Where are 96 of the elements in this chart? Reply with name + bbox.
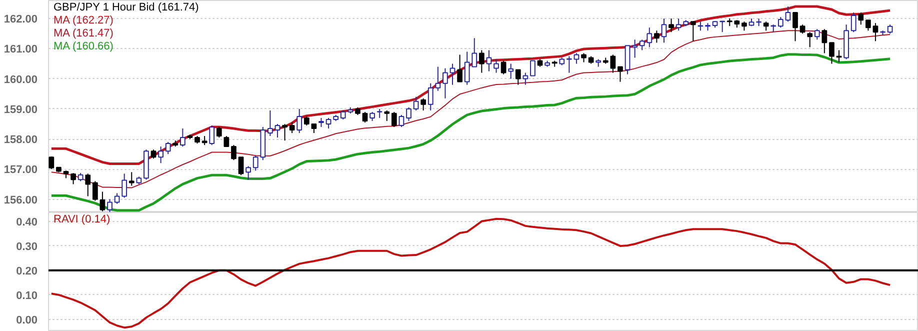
candlestick: [822, 28, 828, 54]
candlestick: [435, 66, 441, 92]
candlestick: [676, 18, 682, 32]
candlestick: [478, 50, 484, 74]
y-tick-label: 160.00: [4, 74, 38, 86]
text: MA (161.47): [54, 28, 114, 40]
candlestick: [384, 110, 390, 122]
candlestick: [209, 124, 215, 146]
y-tick-label: 0.30: [16, 240, 38, 253]
candlestick: [216, 126, 222, 138]
candlestick: [661, 18, 667, 44]
candlestick: [457, 54, 462, 82]
candlestick: [800, 24, 806, 34]
candlestick: [238, 156, 244, 176]
candlestick: [872, 22, 878, 42]
candlestick: [180, 128, 186, 148]
candlestick: [114, 192, 120, 204]
chart-title: GBP/JPY 1 Hour Bid (161.74): [54, 2, 199, 14]
y-tick-label: 162.00: [4, 14, 38, 26]
candlestick: [70, 172, 76, 185]
candlestick: [807, 32, 813, 48]
candlestick: [778, 16, 784, 28]
candlestick: [318, 117, 324, 128]
candlestick: [150, 149, 156, 160]
candlestick: [85, 173, 91, 197]
candlestick: [581, 52, 586, 63]
candlestick: [326, 117, 332, 129]
candlestick: [268, 110, 273, 137]
candlestick: [763, 21, 769, 32]
y-tick-label: 161.00: [4, 44, 38, 56]
candlestick: [246, 166, 252, 180]
y-tick-label: 0.00: [16, 314, 38, 326]
y-tick-label: 0.20: [16, 265, 38, 278]
candlestick: [304, 116, 310, 126]
candlestick: [442, 68, 448, 99]
candlestick: [100, 191, 106, 212]
candlestick: [231, 144, 236, 161]
candlestick: [391, 111, 397, 128]
candlestick: [289, 122, 295, 134]
y-tick-label: 0.40: [16, 216, 38, 229]
candlestick: [690, 21, 696, 42]
candlestick: [340, 110, 346, 120]
candlestick: [515, 69, 521, 86]
text: MA (160.66): [54, 40, 114, 52]
candlestick: [500, 60, 506, 75]
candlestick: [785, 6, 791, 22]
candlestick: [742, 21, 747, 32]
candlestick: [202, 136, 208, 146]
candlestick: [128, 172, 134, 186]
candlestick: [428, 82, 434, 111]
candlestick: [858, 12, 864, 26]
text: RAVI (0.14): [54, 214, 110, 226]
candlestick: [865, 20, 871, 32]
candlestick: [850, 12, 856, 33]
y-tick-label: 157.00: [4, 164, 38, 176]
candlestick: [92, 180, 98, 202]
candlestick: [406, 106, 412, 122]
candlestick: [829, 42, 834, 64]
candlestick: [296, 108, 302, 134]
candlestick: [574, 52, 580, 64]
candlestick: [836, 50, 842, 63]
candlestick: [450, 63, 456, 86]
candlestick: [508, 63, 514, 80]
candlestick: [792, 12, 798, 42]
candlestick: [48, 156, 54, 170]
y-tick-label: 159.00: [4, 104, 38, 116]
candlestick: [370, 111, 375, 122]
y-tick-label: 156.00: [4, 194, 38, 206]
candlestick: [252, 155, 258, 172]
candlestick: [398, 114, 404, 128]
candlestick: [610, 54, 616, 74]
candlestick: [413, 96, 419, 111]
candlestick: [224, 136, 230, 148]
candlestick: [122, 173, 128, 198]
text: MA (162.27): [54, 14, 114, 26]
candlestick: [376, 108, 382, 118]
candlestick: [618, 66, 623, 82]
y-tick-label: 0.10: [16, 290, 38, 302]
candlestick: [158, 146, 164, 164]
candlestick: [530, 60, 536, 76]
line-series: [50, 53, 892, 212]
candlestick: [887, 24, 893, 34]
candlestick: [494, 58, 499, 74]
candlestick: [486, 50, 492, 72]
candlestick: [165, 142, 171, 155]
candlestick: [274, 123, 280, 138]
candlestick: [282, 123, 288, 142]
candlestick: [668, 18, 674, 33]
y-tick-label: 158.00: [4, 134, 38, 146]
candlestick: [814, 28, 820, 40]
candlestick: [420, 98, 426, 111]
candlestick: [362, 111, 368, 123]
candlestick: [654, 30, 660, 44]
candlestick: [311, 123, 317, 134]
candlestick: [632, 39, 638, 58]
candlestick: [522, 72, 528, 86]
